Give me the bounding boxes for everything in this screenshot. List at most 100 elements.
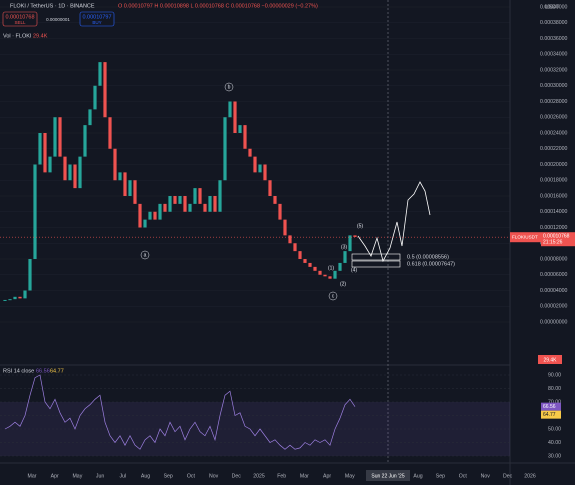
symbol[interactable]: FLOKI / TetherUS · 1D · BINANCE [10,3,95,9]
time-label: Feb [277,473,286,479]
candle [8,299,12,301]
wave-label: a [144,252,147,258]
countdown: 21:15:26 [543,240,563,246]
price-tick-label: 0.00006000 [540,272,568,278]
candle [283,219,287,236]
time-label: 2025 [253,473,265,479]
candle [18,296,22,299]
candle [268,180,272,196]
candle [108,117,112,149]
candle [218,180,222,212]
candle [233,101,237,133]
sell-button[interactable] [2,11,38,27]
candle [213,196,217,212]
price-tick-label: 0.00036000 [540,36,568,42]
time-label: Nov [481,473,491,479]
candle [38,133,42,165]
candle [188,203,192,212]
candle [73,164,77,189]
candle [228,101,232,118]
candle [333,270,337,279]
rsi-tick-label: 70.00 [548,399,561,405]
volume-badge [538,355,562,364]
spread: 0.00000001 [46,17,70,22]
projection [357,181,431,263]
candle [318,270,322,275]
price-tick-label: 0.00032000 [540,67,568,73]
price-tick-label: 0.00016000 [540,193,568,199]
rsi-line [4,374,356,450]
price-tick-label: 0.00022000 [540,146,568,152]
buy-button[interactable] [79,11,115,27]
time-label: Oct [459,473,468,479]
candle [298,251,302,259]
price-tick-label: 0.00012000 [540,225,568,231]
candle [158,203,162,220]
wave-label: (5) [357,223,363,229]
rsi-tick-label: 40.00 [548,440,561,446]
candle [48,156,52,173]
wave-circle [328,291,338,301]
rsi-pane [0,374,510,457]
price-tick-label: 0.00038000 [540,20,568,26]
time-label: May [72,473,82,479]
candle [348,235,352,252]
fib-label: 0.618 (0.00007647) [407,261,455,267]
candle [28,259,32,291]
candle [338,262,342,271]
rsi-value: 66.56 [36,368,50,374]
time-label: Mar [28,473,37,479]
fib-label: 0.5 (0.00008556) [407,254,449,260]
time-label: Jun [96,473,104,479]
candle [118,172,122,181]
ohlc: O 0.00010797 H 0.00010898 L 0.00010768 C… [118,3,318,9]
price-tick-label: 0.00028000 [540,99,568,105]
time-label: Apr [51,473,59,479]
symbol-badge [510,232,541,243]
candle [323,274,327,277]
candle [93,85,97,110]
candle [23,290,27,299]
candle [43,133,47,173]
rsi-ma: 64.77 [50,368,64,374]
candle [248,148,252,157]
volume-badge-text: 29.4K [543,357,557,363]
candle [223,117,227,181]
candle [88,109,92,126]
price-tick-label: 0.00018000 [540,178,568,184]
candle [63,156,67,181]
wave-label: (1) [328,265,334,271]
time-label: 2026 [524,473,536,479]
rsi-ma-badge-text: 64.77 [543,412,556,418]
price-tick-label: 0.00004000 [540,288,568,294]
candle [263,164,267,181]
rsi-tick-label: 90.00 [548,372,561,378]
currency[interactable]: USDT [545,4,560,10]
candle [68,164,72,181]
sell-label: SELL [14,20,26,25]
price-tick-label: 0.00034000 [540,52,568,58]
candle [308,262,312,267]
wave-label: (3) [341,244,347,250]
candle [173,196,177,204]
candle [163,203,167,212]
candle [288,235,292,244]
time-label: Sep [436,473,445,479]
time-label: Aug [413,473,422,479]
candle [53,117,57,157]
price-badge [541,232,575,247]
rsi-tick-label: 30.00 [548,453,561,459]
candle [133,180,137,204]
rsi-label: RSI 14 close [3,368,34,374]
candle [128,180,132,196]
time-label: Aug [141,473,150,479]
candle [103,62,107,118]
candles [3,62,357,301]
candle [98,62,102,86]
candle [58,117,62,157]
time-label: Oct [187,473,196,479]
rsi-value-badge [541,402,561,411]
price-tick-label: 0.00014000 [540,209,568,215]
symbol-badge-text: FLOKIUSDT [512,234,538,239]
